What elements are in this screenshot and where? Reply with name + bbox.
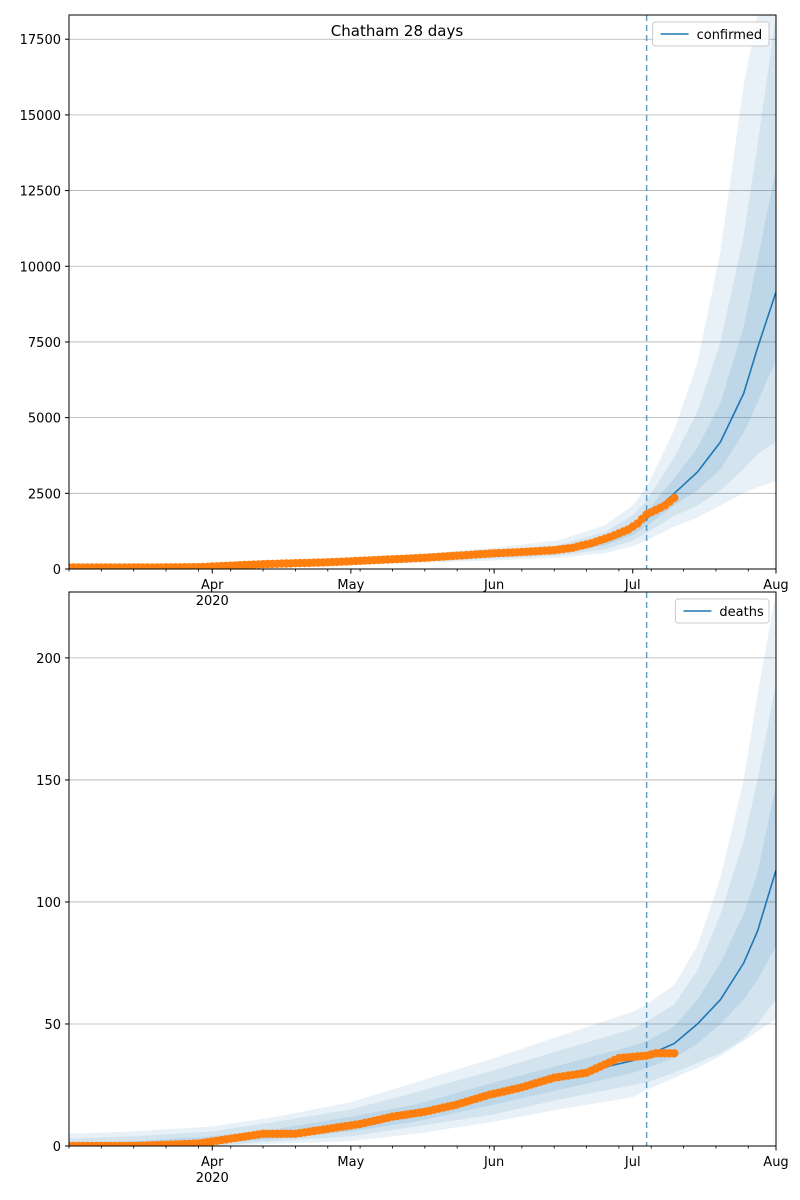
y-tick-label: 100	[36, 896, 61, 911]
y-tick-label: 0	[53, 563, 61, 578]
x-tick-label: May	[337, 578, 364, 593]
x-tick-label: Jun	[483, 578, 504, 593]
uncertainty-band-50	[69, 169, 776, 568]
y-tick-label: 12500	[20, 185, 61, 200]
x-tick-sublabel: 2020	[196, 594, 229, 609]
x-tick-label: Jul	[624, 578, 641, 593]
x-tick-label: Jun	[483, 1155, 504, 1170]
y-tick-label: 2500	[28, 487, 61, 502]
y-tick-label: 17500	[20, 33, 61, 48]
legend-box	[674, 598, 770, 624]
figure-title: Chatham 28 days	[331, 22, 464, 40]
y-tick-label: 200	[36, 652, 61, 667]
x-tick-label: May	[337, 1155, 364, 1170]
x-tick-label: Apr	[201, 1155, 224, 1170]
confirmed-panel: 0 2500 5000 7500 10000 12500 15000 17500 Apr2020…	[20, 14, 789, 609]
y-tick-label: 150	[36, 774, 61, 789]
y-tick-label: 50	[44, 1018, 61, 1033]
y-tick-label: 15000	[20, 109, 61, 124]
x-tick-label: Apr	[201, 578, 224, 593]
x-tick-label: Aug	[763, 1155, 788, 1170]
plot-area	[69, 592, 776, 1146]
observed-point	[670, 1049, 679, 1058]
uncertainty-band-95	[69, 15, 776, 569]
uncertainty-band-50	[69, 784, 776, 1146]
legend-box	[652, 21, 770, 47]
x-tick-label: Jul	[624, 1155, 641, 1170]
y-tick-label: 0	[53, 1140, 61, 1155]
plot-area	[69, 15, 776, 569]
axes-frame	[68, 14, 777, 570]
y-tick-label: 7500	[28, 336, 61, 351]
observed-point	[670, 493, 679, 503]
axes-frame	[68, 591, 777, 1147]
legend-label: confirmed	[697, 28, 763, 43]
legend-label: deaths	[719, 605, 764, 620]
y-tick-label: 10000	[20, 260, 61, 275]
x-tick-label: Aug	[763, 578, 788, 593]
y-tick-label: 5000	[28, 412, 61, 427]
x-tick-sublabel: 2020	[196, 1171, 229, 1186]
